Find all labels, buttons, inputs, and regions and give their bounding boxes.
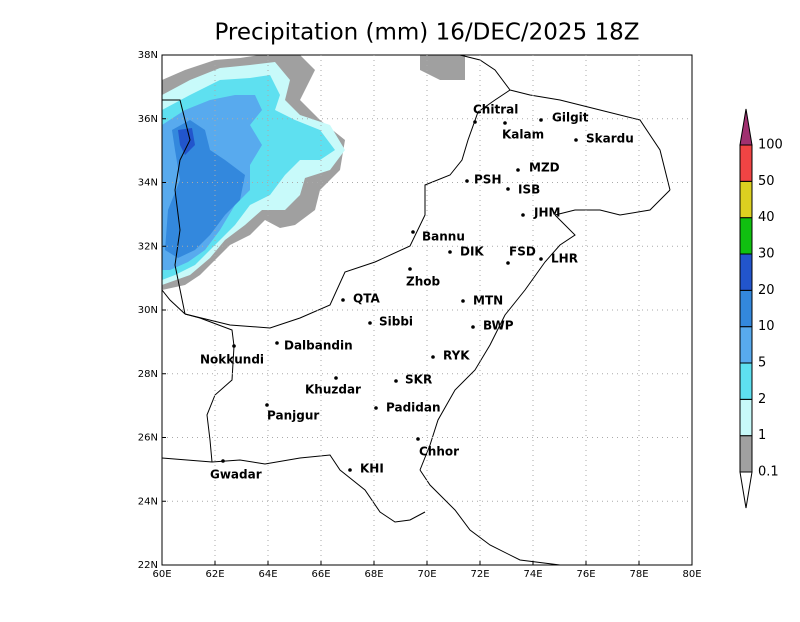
x-tick-label: 68E: [364, 569, 383, 580]
city-label: Chhor: [419, 445, 459, 459]
colorbar-label: 0.1: [758, 465, 779, 480]
city-dot: [334, 376, 338, 380]
colorbar-segment: [739, 435, 753, 473]
city-label: KHI: [360, 462, 384, 476]
city-label: BWP: [483, 319, 514, 333]
city-label: Bannu: [422, 230, 465, 244]
city-dot: [408, 267, 412, 271]
city-dot: [411, 230, 415, 234]
y-tick-label: 26N: [138, 433, 158, 444]
city-dot: [275, 341, 279, 345]
city-dot: [461, 299, 465, 303]
city-dot: [539, 257, 543, 261]
x-tick-label: 64E: [258, 569, 277, 580]
colorbar-segment: [739, 144, 753, 182]
city-label: Gwadar: [210, 468, 262, 482]
y-tick-label: 22N: [138, 560, 158, 571]
city-dot: [471, 325, 475, 329]
y-tick-label: 32N: [138, 241, 158, 252]
city-dot: [232, 344, 236, 348]
colorbar-segment: [739, 398, 753, 437]
city-dot: [506, 261, 510, 265]
city-label: Sibbi: [379, 315, 413, 329]
colorbar-segment: [739, 362, 753, 400]
x-tick-label: 60E: [152, 569, 171, 580]
city-label: ISB: [518, 183, 540, 197]
x-tick-label: 74E: [523, 569, 542, 580]
city-label: PSH: [474, 173, 501, 187]
x-tick-label: 62E: [205, 569, 224, 580]
city-label: MZD: [529, 161, 560, 175]
city-label: Kalam: [502, 128, 544, 142]
city-label: RYK: [443, 349, 470, 363]
city-label: JHM: [533, 206, 560, 220]
x-tick-label: 70E: [417, 569, 436, 580]
city-dot: [521, 213, 525, 217]
city-label: Dalbandin: [284, 339, 353, 353]
city-dot: [473, 120, 477, 124]
colorbar-label: 40: [758, 210, 775, 225]
y-tick-label: 38N: [138, 50, 158, 61]
colorbar-label: 30: [758, 247, 775, 262]
map-title: Precipitation (mm) 16/DEC/2025 18Z: [214, 20, 639, 46]
city-dot: [348, 468, 352, 472]
city-label: Panjgur: [267, 409, 319, 423]
colorbar-segment: [739, 217, 753, 255]
city-label: FSD: [509, 245, 536, 259]
colorbar-segment: [739, 253, 753, 291]
city-label: Skardu: [586, 132, 634, 146]
y-tick-label: 30N: [138, 305, 158, 316]
city-dot: [503, 121, 507, 125]
city-label: MTN: [473, 294, 503, 308]
x-tick-label: 78E: [629, 569, 648, 580]
city-label: Padidan: [386, 401, 441, 415]
city-dot: [539, 118, 543, 122]
colorbar-segment: [739, 180, 753, 219]
colorbar-segment: [739, 289, 753, 328]
colorbar-label: 20: [758, 283, 775, 298]
city-dot: [394, 379, 398, 383]
city-dot: [574, 138, 578, 142]
city-label: DIK: [460, 245, 484, 259]
city-label: Gilgit: [552, 111, 589, 125]
y-tick-label: 24N: [138, 496, 158, 507]
city-dot: [221, 459, 225, 463]
city-label: Zhob: [406, 275, 440, 289]
city-dot: [516, 168, 520, 172]
colorbar-over: [739, 108, 753, 146]
city-dot: [506, 187, 510, 191]
x-tick-label: 80E: [682, 569, 701, 580]
colorbar-label: 5: [758, 356, 766, 371]
x-tick-label: 76E: [576, 569, 595, 580]
y-tick-label: 36N: [138, 114, 158, 125]
city-label: Nokkundi: [200, 353, 264, 367]
city-dot: [465, 179, 469, 183]
city-label: Chitral: [473, 103, 518, 117]
colorbar-label: 50: [758, 174, 775, 189]
city-dot: [265, 403, 269, 407]
city-label: QTA: [353, 292, 380, 306]
colorbar-label: 100: [758, 138, 783, 153]
city-dot: [448, 250, 452, 254]
y-tick-label: 34N: [138, 178, 158, 189]
y-tick-label: 28N: [138, 369, 158, 380]
city-dot: [431, 355, 435, 359]
city-dot: [368, 321, 372, 325]
colorbar-label: 2: [758, 392, 766, 407]
colorbar-segment: [739, 326, 753, 364]
colorbar-label: 1: [758, 428, 766, 443]
borders: [161, 54, 671, 566]
colorbar-under: [739, 471, 753, 509]
city-dot: [374, 406, 378, 410]
colorbar-label: 10: [758, 319, 775, 334]
city-dot: [416, 437, 420, 441]
x-tick-label: 66E: [311, 569, 330, 580]
city-label: Khuzdar: [305, 383, 361, 397]
city-label: SKR: [405, 373, 432, 387]
x-tick-label: 72E: [470, 569, 489, 580]
precipitation-field: [162, 55, 465, 290]
city-label: LHR: [551, 252, 578, 266]
city-dot: [341, 298, 345, 302]
